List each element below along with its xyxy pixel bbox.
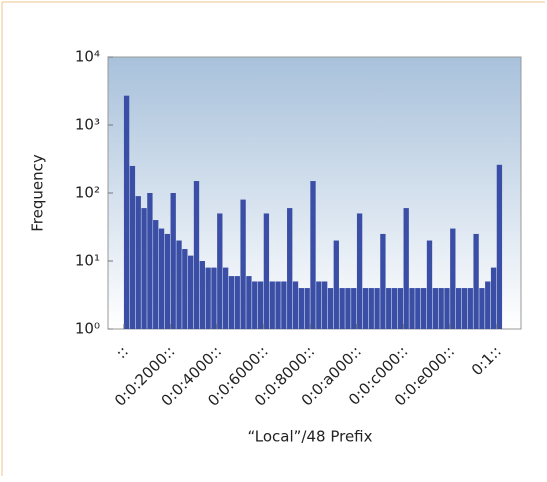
bar: [222, 267, 229, 329]
bar: [351, 288, 357, 329]
bar: [269, 281, 275, 329]
bar: [397, 288, 404, 329]
bar: [333, 240, 339, 329]
bar: [205, 267, 211, 329]
bar: [188, 255, 194, 329]
bar: [490, 267, 497, 329]
bar: [467, 288, 473, 329]
bar: [386, 288, 392, 329]
bar: [450, 228, 456, 329]
bar: [182, 249, 188, 329]
bar: [158, 228, 165, 329]
bar: [403, 208, 409, 329]
bar: [362, 288, 369, 329]
bar: [246, 276, 252, 329]
bar: [380, 233, 386, 329]
x-tick-label: 0:1::: [468, 342, 505, 379]
y-tick-label: 10⁴: [75, 48, 100, 66]
bar: [479, 288, 485, 329]
bar: [298, 288, 305, 329]
bar: [193, 181, 200, 329]
bar: [176, 240, 182, 329]
bar: [345, 288, 351, 329]
bar: [374, 288, 380, 329]
y-tick-label: 10⁰: [75, 320, 100, 338]
bar: [147, 193, 153, 329]
bar: [473, 233, 479, 329]
y-tick-label: 10²: [75, 184, 100, 202]
bar: [391, 288, 398, 329]
bar: [356, 213, 363, 329]
bar: [135, 196, 141, 329]
bar: [275, 281, 281, 329]
bar: [281, 281, 287, 329]
bar: [496, 164, 503, 329]
bar: [339, 288, 345, 329]
bar: [141, 208, 147, 329]
bar: [292, 281, 299, 329]
bar: [199, 261, 205, 329]
bar: [234, 276, 240, 329]
bar: [217, 213, 223, 329]
bar: [485, 281, 491, 329]
bar: [252, 281, 258, 329]
bar: [129, 165, 136, 329]
bar: [310, 181, 316, 329]
bar: [461, 288, 468, 329]
bar: [409, 288, 415, 329]
bar: [170, 193, 176, 329]
bar: [455, 288, 462, 329]
bar: [153, 220, 159, 329]
bar: [211, 267, 217, 329]
bar: [432, 288, 438, 329]
bar: [415, 288, 421, 329]
y-tick-label: 10³: [75, 116, 100, 134]
x-axis-label: “Local”/48 Prefix: [247, 428, 372, 446]
bar: [240, 199, 246, 329]
bar: [368, 288, 374, 329]
bar: [426, 240, 433, 329]
bar: [304, 288, 310, 329]
bar: [123, 95, 130, 329]
bar: [444, 288, 450, 329]
x-tick-label: ::: [112, 342, 132, 362]
bar: [164, 233, 171, 329]
bar: [257, 281, 264, 329]
bar: [316, 281, 322, 329]
bar: [287, 208, 293, 329]
bar: [421, 288, 427, 329]
bar: [263, 213, 270, 329]
y-axis-label: Frequency: [29, 154, 47, 232]
y-tick-label: 10¹: [75, 252, 100, 270]
bar: [228, 276, 235, 329]
bar: [321, 281, 328, 329]
bar: [438, 288, 444, 329]
bar: [327, 288, 334, 329]
